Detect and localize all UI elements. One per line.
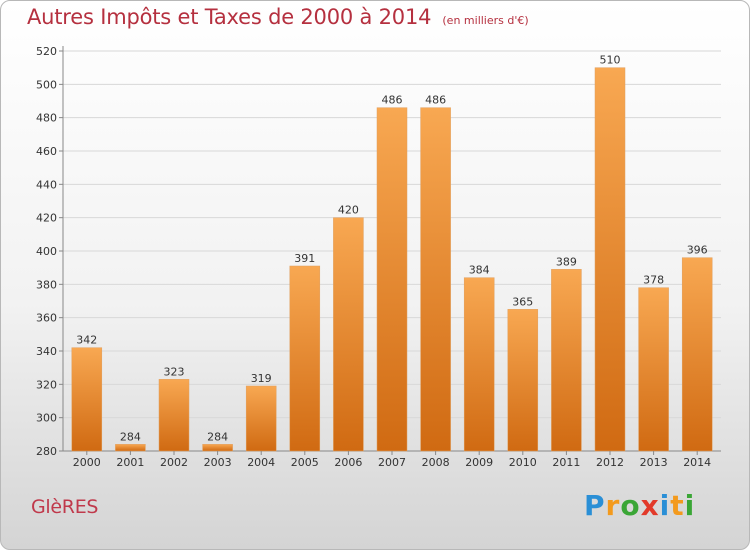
x-tick-label: 2013 bbox=[640, 456, 668, 469]
x-tick-label: 2009 bbox=[465, 456, 493, 469]
chart-unit: (en milliers d'€) bbox=[442, 14, 529, 27]
x-tick-label: 2004 bbox=[247, 456, 275, 469]
bar bbox=[420, 107, 451, 452]
bar bbox=[71, 347, 103, 452]
x-tick-label: 2001 bbox=[116, 456, 144, 469]
bar bbox=[638, 287, 669, 452]
bar-value-label: 342 bbox=[76, 334, 97, 347]
y-tick-label: 500 bbox=[36, 78, 57, 91]
chart-title: Autres Impôts et Taxes de 2000 à 2014 bbox=[27, 5, 432, 29]
y-tick-label: 340 bbox=[36, 345, 57, 358]
x-tick-label: 2003 bbox=[204, 456, 232, 469]
bar bbox=[463, 277, 495, 452]
bar-value-label: 420 bbox=[338, 204, 359, 217]
bar bbox=[376, 107, 408, 452]
bar bbox=[333, 217, 364, 452]
chart-header: Autres Impôts et Taxes de 2000 à 2014 (e… bbox=[27, 5, 529, 29]
y-tick-label: 400 bbox=[36, 245, 57, 258]
logo-letter: i bbox=[659, 489, 671, 522]
bar bbox=[507, 309, 539, 452]
x-tick-label: 2010 bbox=[509, 456, 537, 469]
bar bbox=[681, 257, 713, 452]
y-tick-label: 480 bbox=[36, 112, 57, 125]
bar-value-label: 384 bbox=[469, 264, 490, 277]
logo-letter: P bbox=[584, 489, 606, 522]
bar-value-label: 486 bbox=[382, 94, 403, 107]
logo-letter: t bbox=[670, 489, 685, 522]
y-tick-label: 360 bbox=[36, 312, 57, 325]
bar bbox=[202, 444, 233, 452]
y-tick-label: 380 bbox=[36, 278, 57, 291]
x-tick-label: 2012 bbox=[596, 456, 624, 469]
x-tick-label: 2011 bbox=[552, 456, 580, 469]
logo-letter: r bbox=[605, 489, 621, 522]
bar-value-label: 365 bbox=[512, 295, 533, 308]
y-tick-label: 440 bbox=[36, 178, 57, 191]
city-name: GlèRES bbox=[31, 496, 99, 518]
bar-value-label: 389 bbox=[556, 255, 577, 268]
bar-value-label: 284 bbox=[207, 430, 228, 443]
y-tick-label: 320 bbox=[36, 378, 57, 391]
y-tick-label: 420 bbox=[36, 212, 57, 225]
bar-value-label: 510 bbox=[600, 54, 621, 67]
x-tick-label: 2000 bbox=[73, 456, 101, 469]
bar-value-label: 391 bbox=[294, 252, 315, 265]
bar-value-label: 284 bbox=[120, 430, 141, 443]
bar bbox=[551, 269, 582, 452]
x-tick-label: 2014 bbox=[683, 456, 711, 469]
y-tick-label: 300 bbox=[36, 412, 57, 425]
bar-value-label: 396 bbox=[687, 244, 708, 257]
bar bbox=[594, 67, 626, 452]
y-tick-label: 280 bbox=[36, 445, 57, 458]
x-tick-label: 2005 bbox=[291, 456, 319, 469]
logo-letter: i bbox=[684, 489, 696, 522]
bar-value-label: 378 bbox=[643, 274, 664, 287]
bar-value-label: 319 bbox=[251, 372, 272, 385]
bar bbox=[289, 265, 321, 452]
bar bbox=[158, 379, 190, 452]
x-tick-label: 2006 bbox=[334, 456, 362, 469]
y-tick-label: 520 bbox=[36, 45, 57, 58]
x-tick-label: 2007 bbox=[378, 456, 406, 469]
proxiti-logo[interactable]: Proxiti bbox=[584, 489, 695, 522]
logo-letter: o bbox=[620, 489, 641, 522]
bar bbox=[115, 444, 146, 452]
y-tick-label: 460 bbox=[36, 145, 57, 158]
logo-letter: x bbox=[640, 489, 660, 522]
x-tick-label: 2002 bbox=[160, 456, 188, 469]
bar-value-label: 323 bbox=[164, 365, 185, 378]
bar bbox=[245, 385, 277, 452]
bar-value-label: 486 bbox=[425, 94, 446, 107]
x-tick-label: 2008 bbox=[422, 456, 450, 469]
